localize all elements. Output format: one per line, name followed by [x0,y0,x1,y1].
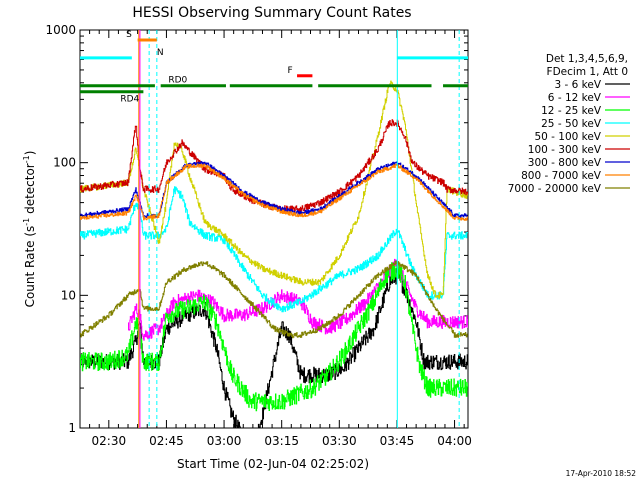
footer-date: 17-Apr-2010 18:52 [566,469,637,478]
svg-text:Count Rate (s-1 detector-1): Count Rate (s-1 detector-1) [22,151,37,308]
legend-entry: 3 - 6 keV [554,79,601,91]
x-tick-label: 03:15 [264,434,299,448]
flag-label: RD0 [168,76,187,86]
x-tick-label: 03:45 [380,434,415,448]
flag-label: N [157,48,164,58]
y-tick-label: 1 [68,421,76,435]
legend: Det 1,3,4,5,6,9,FDecim 1, Att 03 - 6 keV… [508,53,630,195]
x-axis-label: Start Time (02-Jun-04 02:25:02) [177,457,369,471]
series-line-3 [80,186,468,313]
y-tick-label: 100 [53,156,76,170]
chart-title: HESSI Observing Summary Count Rates [132,5,411,21]
y-axis-label: Count Rate (s-1 detector-1) [22,151,37,308]
legend-header: FDecim 1, Att 0 [547,66,628,78]
flag-label: F [287,66,292,76]
plot-frame [79,29,469,429]
series-line-7 [80,163,468,221]
x-tick-label: 03:00 [207,434,242,448]
legend-entry: 300 - 800 keV [528,157,602,169]
x-tick-label: 04:00 [437,434,472,448]
flag-label: S [126,30,132,40]
x-tick-label: 02:30 [92,434,127,448]
y-tick-label: 10 [61,288,76,302]
legend-entry: 800 - 7000 keV [521,170,602,182]
plot-area: 1 10 100 1000 02:30 02:45 03:00 03:15 03:30 03:45… [45,23,472,448]
legend-entry: 50 - 100 keV [534,131,601,143]
series-group [80,80,468,428]
legend-entry: 25 - 50 keV [541,118,602,130]
y-tick-label: 1000 [45,23,76,37]
series-line-8 [80,260,468,339]
series-line-2 [80,262,468,412]
legend-entry: 7000 - 20000 keV [508,183,602,195]
legend-entry: 6 - 12 keV [548,92,602,104]
legend-entry: 100 - 300 keV [528,144,602,156]
legend-header: Det 1,3,4,5,6,9, [546,53,628,65]
legend-entry: 12 - 25 keV [541,105,602,117]
flag-label: RD4 [120,95,139,105]
x-tick-label: 03:30 [322,434,357,448]
x-tick-label: 02:45 [149,434,184,448]
